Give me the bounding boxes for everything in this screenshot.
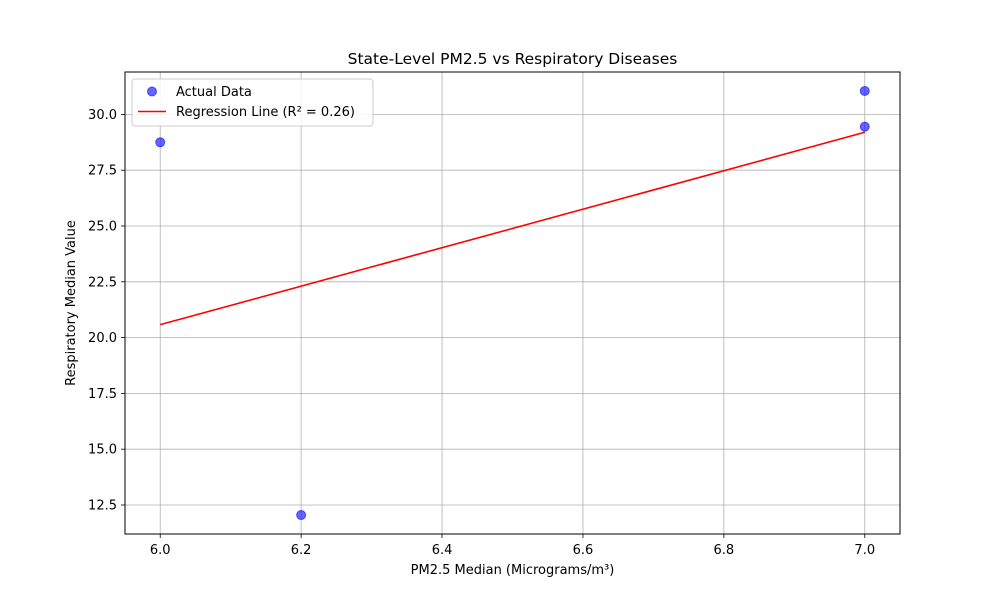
legend-label-actual-data: Actual Data xyxy=(176,85,252,100)
data-point xyxy=(155,137,166,148)
y-tick-label: 25.0 xyxy=(88,220,117,235)
x-tick-label: 6.4 xyxy=(432,543,453,558)
chart-title: State-Level PM2.5 vs Respiratory Disease… xyxy=(348,50,678,68)
data-point xyxy=(859,85,870,96)
plot-frame xyxy=(124,71,901,535)
plot-data xyxy=(155,85,870,521)
regression-line xyxy=(160,131,865,326)
y-tick-label: 20.0 xyxy=(88,331,117,346)
legend-box xyxy=(131,78,374,127)
x-tick-label: 6.0 xyxy=(150,543,171,558)
y-tick-label: 22.5 xyxy=(88,275,117,290)
legend-marker-actual-data xyxy=(147,86,157,97)
axis-ticks: 6.0 6.2 6.4 6.6 6.8 7.0 12.5 15.0 17.5 20.0 22.5 25… xyxy=(88,108,875,558)
data-point xyxy=(296,510,307,521)
y-tick-label: 30.0 xyxy=(88,108,117,123)
data-point xyxy=(859,121,870,132)
x-tick-label: 7.0 xyxy=(854,543,875,558)
y-tick-label: 15.0 xyxy=(88,443,117,458)
legend-label-regression-line: Regression Line (R² = 0.26) xyxy=(176,105,355,120)
x-tick-label: 6.8 xyxy=(714,543,735,558)
grid xyxy=(125,72,900,534)
y-tick-label: 12.5 xyxy=(88,498,117,513)
y-tick-label: 17.5 xyxy=(88,387,117,402)
y-axis-label: Respiratory Median Value xyxy=(64,220,79,386)
x-tick-label: 6.2 xyxy=(291,543,312,558)
x-tick-label: 6.6 xyxy=(573,543,594,558)
y-tick-label: 27.5 xyxy=(88,164,117,179)
x-axis-label: PM2.5 Median (Micrograms/m³) xyxy=(411,563,615,578)
legend: Actual Data Regression Line (R² = 0.26) xyxy=(131,78,374,127)
